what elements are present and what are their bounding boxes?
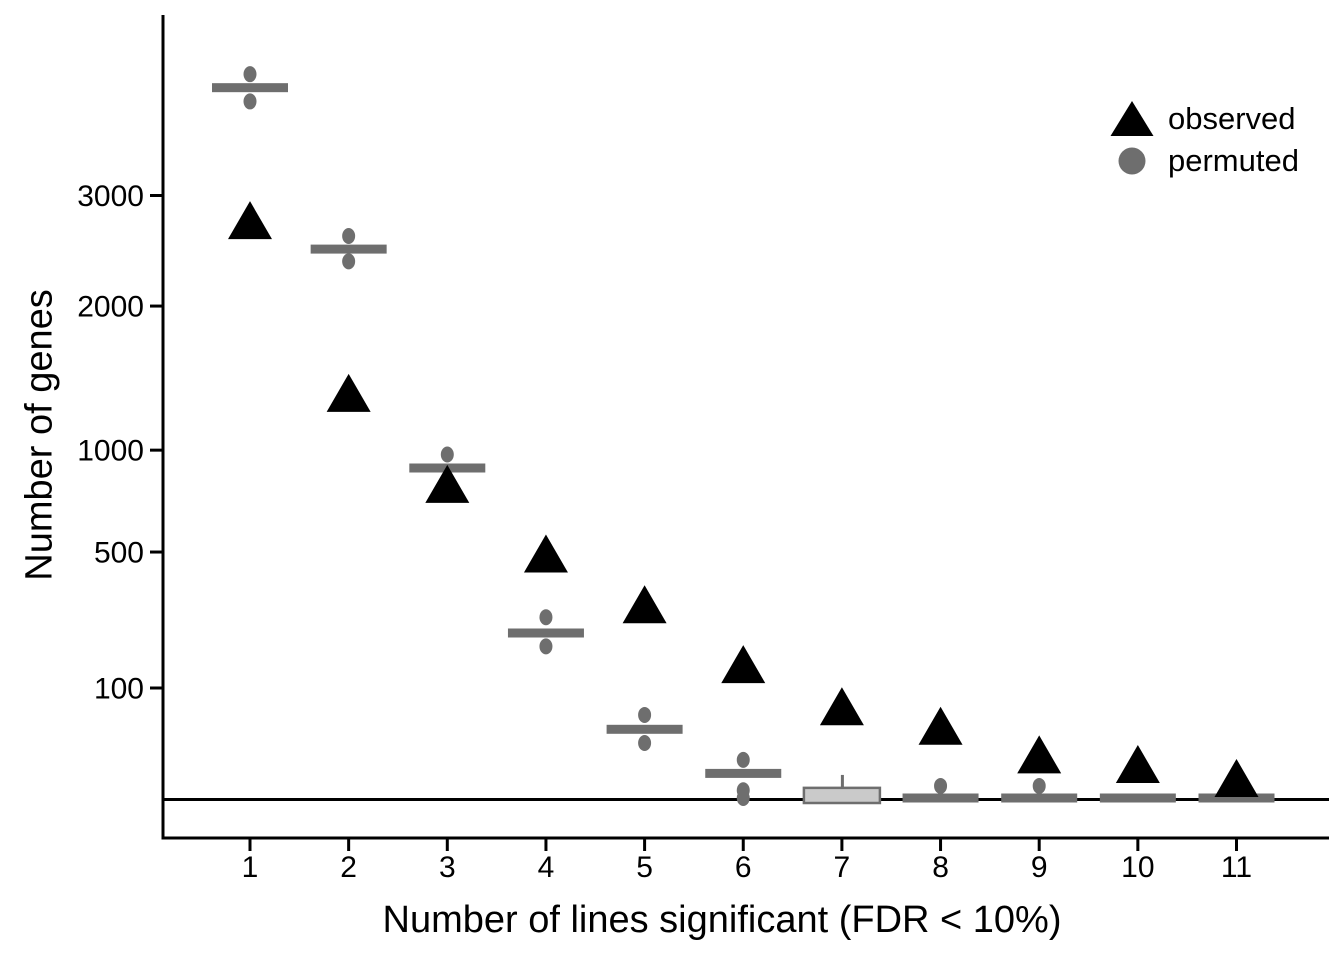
legend-label-observed: observed [1168, 101, 1296, 136]
permuted-outlier-dot [736, 751, 750, 768]
permuted-median-bar [1099, 793, 1176, 803]
x-tick-label: 11 [1221, 851, 1252, 884]
x-tick-label: 2 [340, 851, 357, 884]
y-tick-label: 500 [94, 537, 144, 570]
legend-row-permuted: permuted [1106, 140, 1299, 182]
permuted-outlier-dot [736, 790, 750, 806]
permuted-outlier-dot [539, 609, 553, 626]
permuted-median-bar [310, 244, 387, 254]
permuted-median-bar [212, 83, 288, 93]
observed-triangle-icon [1106, 100, 1158, 138]
y-tick-label: 100 [94, 673, 144, 706]
observed-point [1115, 745, 1160, 783]
permuted-outlier-dot [440, 446, 454, 463]
observed-point [918, 706, 963, 745]
permuted-median-bar [1198, 793, 1275, 803]
permuted-outlier-dot [243, 93, 257, 110]
permuted-outlier-dot [638, 706, 652, 723]
y-tick-label: 1000 [77, 435, 144, 468]
y-axis-title: Number of genes [18, 289, 61, 581]
legend: observed permuted [1106, 98, 1299, 182]
permuted-outlier-dot [539, 638, 553, 655]
x-tick-label: 7 [834, 851, 851, 884]
permuted-median-bar [1001, 793, 1078, 803]
y-tick-label: 3000 [77, 180, 144, 213]
observed-point [523, 534, 568, 573]
permuted-outlier-dot [342, 253, 356, 270]
observed-point [326, 373, 371, 412]
observed-point [1214, 758, 1259, 797]
observed-point [425, 464, 470, 503]
permuted-median-bar [705, 768, 782, 778]
permuted-median-bar [606, 724, 683, 734]
observed-point [819, 687, 864, 726]
permuted-circle-icon [1106, 146, 1158, 176]
permuted-median-bar [902, 793, 979, 803]
x-tick-label: 4 [538, 851, 555, 884]
permuted-box [802, 786, 882, 805]
x-tick-label: 8 [932, 851, 949, 884]
legend-row-observed: observed [1106, 98, 1299, 140]
x-tick-label: 3 [439, 851, 456, 884]
x-tick-label: 1 [242, 851, 259, 884]
legend-label-permuted: permuted [1168, 143, 1299, 178]
permuted-outlier-dot [342, 228, 356, 245]
permuted-median-bar [507, 628, 584, 638]
permuted-outlier-dot [638, 735, 652, 751]
permuted-outlier-dot [1032, 777, 1046, 794]
x-tick-label: 9 [1031, 851, 1048, 884]
x-tick-label: 5 [636, 851, 653, 884]
x-axis-title: Number of lines significant (FDR < 10%) [382, 899, 1062, 941]
permuted-outlier-dot [934, 777, 948, 794]
x-tick-label: 6 [735, 851, 752, 884]
observed-point [1017, 735, 1062, 774]
observed-point [721, 645, 766, 684]
x-tick-label: 10 [1121, 851, 1154, 884]
observed-point [228, 201, 272, 240]
y-tick-label: 2000 [77, 291, 144, 324]
permuted-outlier-dot [243, 66, 257, 83]
observed-point [622, 585, 667, 624]
